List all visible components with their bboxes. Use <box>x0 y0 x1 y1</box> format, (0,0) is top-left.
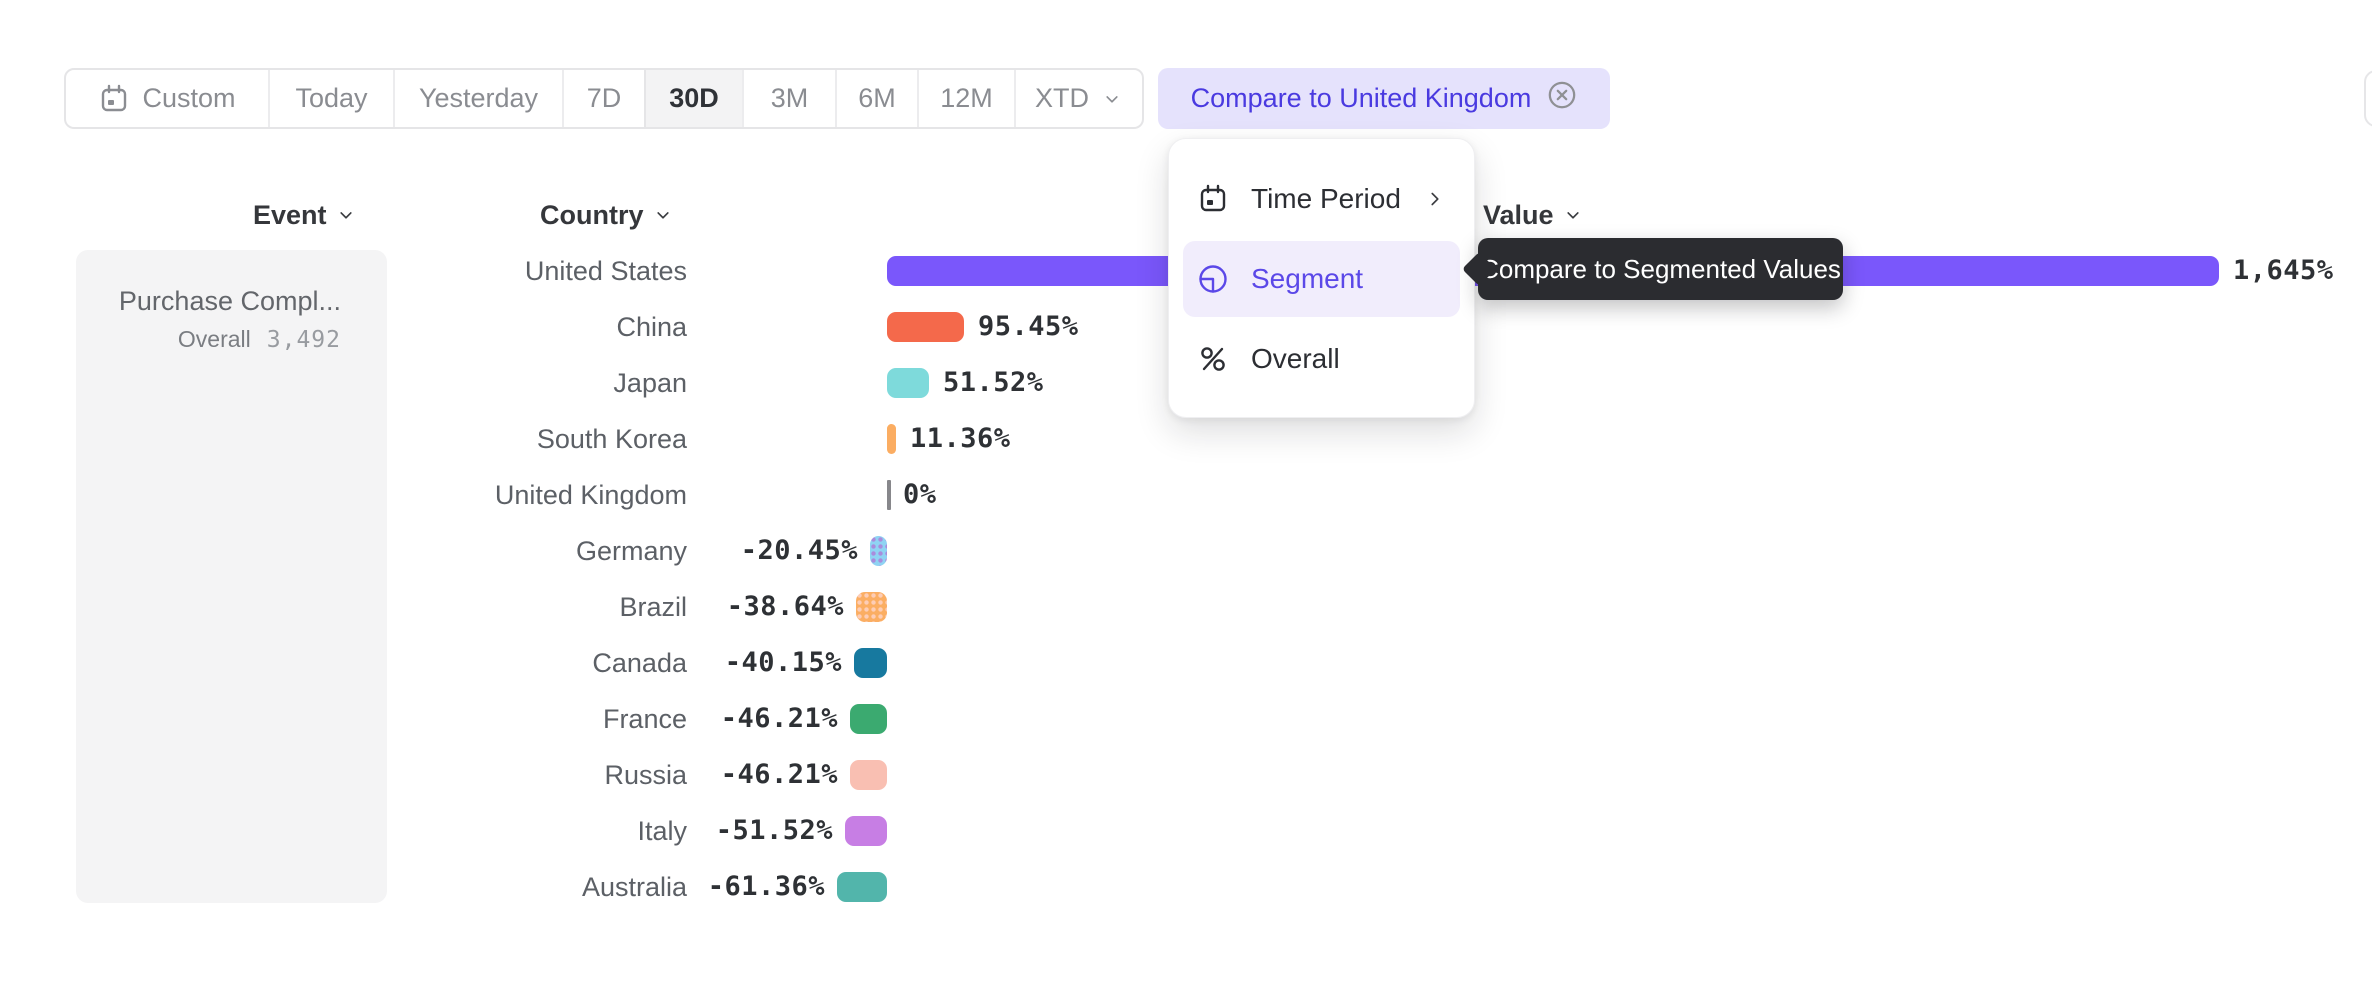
event-header-label: Event <box>253 199 327 230</box>
value-label-france: -46.21% <box>720 703 838 734</box>
bar-italy[interactable] <box>845 816 887 846</box>
value-header-label: Value <box>1483 199 1554 230</box>
event-overall-row: Overall 3,492 <box>178 326 341 353</box>
country-label-japan: Japan <box>613 368 687 398</box>
tooltip-text: Compare to Segmented Values <box>1480 253 1841 284</box>
country-label-australia: Australia <box>581 872 687 902</box>
chevron-down-icon <box>1566 212 1579 219</box>
range-segment-xtd[interactable]: XTD <box>1014 70 1142 127</box>
value-label-russia: -46.21% <box>720 759 838 790</box>
value-label-italy: -51.52% <box>715 815 833 846</box>
calendar-icon <box>1200 184 1226 212</box>
tooltip: Compare to Segmented Values <box>1462 238 1843 300</box>
event-card[interactable]: Purchase Compl... Overall 3,492 <box>76 250 387 903</box>
country-label-united-states: United States <box>524 256 687 286</box>
segment-icon <box>1199 265 1227 293</box>
chevron-down-icon <box>339 212 352 219</box>
value-label-brazil: -38.64% <box>726 591 844 622</box>
bar-south-korea[interactable] <box>887 424 896 454</box>
compare-chip-label: Compare to United Kingdom <box>1190 83 1532 113</box>
bar-united-kingdom[interactable] <box>887 480 891 510</box>
country-label-south-korea: South Korea <box>536 424 687 454</box>
menu-item-time-period[interactable]: Time Period <box>1183 161 1460 237</box>
menu-item-segment[interactable]: Segment <box>1183 241 1460 317</box>
bar-russia[interactable] <box>850 760 887 790</box>
bar-germany[interactable] <box>870 536 887 566</box>
value-label-south-korea: 11.36% <box>910 423 1011 454</box>
range-segment-12m[interactable]: 12M <box>917 70 1014 127</box>
value-label-united-states: 1,645% <box>2233 255 2334 286</box>
range-segment-30d[interactable]: 30D <box>644 70 742 127</box>
country-header-label: Country <box>540 199 644 230</box>
country-label-germany: Germany <box>575 536 687 566</box>
range-segment-yesterday[interactable]: Yesterday <box>393 70 562 127</box>
overall-value: 3,492 <box>266 327 341 353</box>
column-header-event[interactable]: Event <box>253 200 357 230</box>
bar-china[interactable] <box>887 312 964 342</box>
range-segment-6m[interactable]: 6M <box>835 70 917 127</box>
chevron-right-icon <box>1431 192 1439 206</box>
bar-brazil[interactable] <box>856 592 887 622</box>
compare-dropdown-menu: Time Period Segment Overall <box>1168 138 1475 418</box>
value-label-japan: 51.52% <box>943 367 1044 398</box>
percent-icon <box>1201 347 1225 371</box>
range-segment-7d[interactable]: 7D <box>562 70 644 127</box>
compare-chip[interactable]: Compare to United Kingdom <box>1158 68 1610 129</box>
date-range-toolbar: Custom Today Yesterday 7D 30D 3M 6M 12M XTD <box>64 68 1144 129</box>
close-circle-icon <box>1549 81 1576 109</box>
bar-japan[interactable] <box>887 368 929 398</box>
country-label-brazil: Brazil <box>619 592 687 622</box>
bar-australia[interactable] <box>837 872 887 902</box>
country-label-russia: Russia <box>604 760 687 790</box>
value-label-canada: -40.15% <box>724 647 842 678</box>
chevron-down-icon <box>1106 95 1118 103</box>
country-label-france: France <box>602 704 687 734</box>
menu-item-overall[interactable]: Overall <box>1183 321 1460 397</box>
overall-label: Overall <box>177 326 251 352</box>
bar-france[interactable] <box>850 704 887 734</box>
country-label-canada: Canada <box>592 648 687 678</box>
event-name: Purchase Compl... <box>118 286 341 316</box>
bar-canada[interactable] <box>854 648 887 678</box>
value-label-australia: -61.36% <box>707 871 825 902</box>
chevron-down-icon <box>656 212 669 219</box>
range-segment-custom[interactable]: Custom <box>66 70 268 127</box>
value-label-china: 95.45% <box>978 311 1079 342</box>
column-header-value[interactable]: Value <box>1483 200 1584 230</box>
value-label-germany: -20.45% <box>740 535 858 566</box>
country-label-italy: Italy <box>637 816 687 846</box>
value-label-united-kingdom: 0% <box>903 479 937 510</box>
range-segment-3m[interactable]: 3M <box>742 70 835 127</box>
range-segment-today[interactable]: Today <box>268 70 393 127</box>
remove-compare-button[interactable] <box>1547 80 1577 117</box>
column-header-country[interactable]: Country <box>540 200 674 230</box>
calendar-icon <box>102 84 127 111</box>
country-label-united-kingdom: United Kingdom <box>494 480 687 510</box>
country-label-china: China <box>616 312 687 342</box>
